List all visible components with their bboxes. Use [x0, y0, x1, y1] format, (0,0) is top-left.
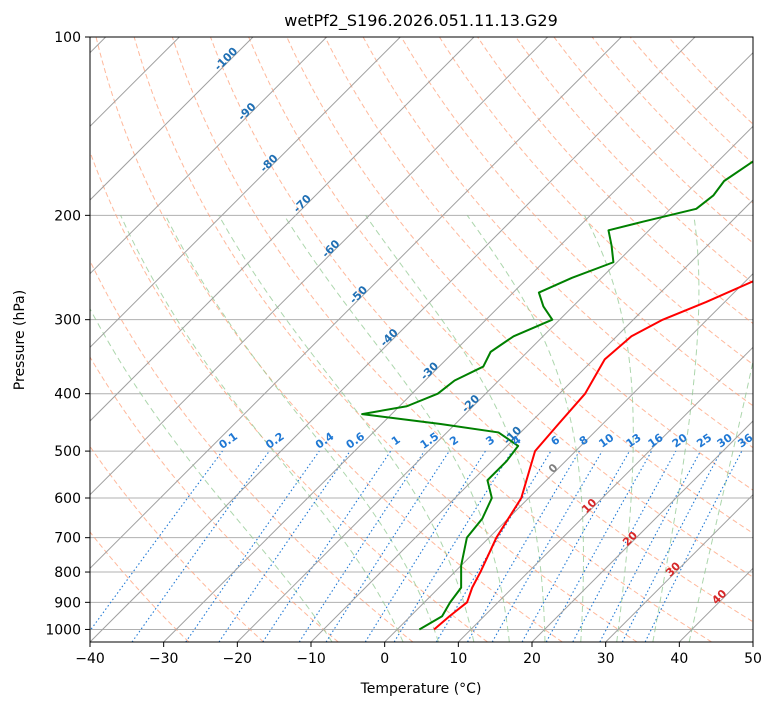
dry-adiabat--10 [90, 356, 339, 642]
x-tick-label--10: −10 [296, 651, 326, 667]
chart-title: wetPf2_S196.2026.051.11.13.G29 [284, 11, 558, 31]
moist-adiabat-10 [218, 215, 475, 642]
y-tick-label-700: 700 [54, 531, 81, 547]
dry-adiabat-60 [248, 37, 753, 578]
dry-adiabat-80 [324, 37, 753, 491]
isotherm--60 [90, 37, 549, 496]
mixing-ratio-line-4 [393, 450, 513, 642]
y-tick-label-600: 600 [54, 491, 81, 507]
y-tick-label-200: 200 [54, 208, 81, 224]
dry-adiabat--30 [90, 531, 190, 642]
y-tick-label-100: 100 [54, 30, 81, 46]
mixing-ratio-lines [90, 450, 743, 642]
isotherm--20 [236, 125, 753, 642]
isotherm-30 [605, 493, 753, 642]
y-axis-ticks: 100 200 300 400 500 600 700 800 900 1000 [45, 30, 90, 638]
dry-adiabat-110 [439, 37, 753, 366]
isotherm-0 [384, 272, 753, 642]
x-tick-label-30: 30 [597, 651, 615, 667]
isotherm--100 [90, 37, 254, 201]
mixing-ratio-line-0.2 [131, 450, 270, 642]
plot-background [90, 37, 753, 642]
isotherm--40 [90, 37, 696, 642]
dry-adiabat-50 [210, 37, 753, 623]
sounding-series [361, 160, 753, 631]
moist-adiabat-15 [283, 215, 510, 642]
skewed-isotherms [90, 37, 753, 642]
y-tick-label-400: 400 [54, 387, 81, 403]
mixing-ratio-line-2 [325, 450, 450, 642]
x-tick-label--20: −20 [223, 651, 253, 667]
dry-adiabat-10 [90, 150, 488, 642]
isotherm--50 [90, 37, 622, 570]
x-tick-label--40: −40 [75, 651, 105, 667]
y-tick-label-300: 300 [54, 313, 81, 329]
mixing-ratio-line-16 [545, 450, 653, 642]
mixing-ratio-line-0.4 [185, 450, 320, 642]
x-tick-label-50: 50 [744, 651, 762, 667]
isotherm--30 [163, 51, 753, 642]
dry-adiabat--20 [90, 445, 264, 642]
isotherm--10 [310, 199, 753, 642]
y-axis-title: Pressure (hPa) [12, 290, 28, 390]
moist-adiabat-25 [466, 215, 584, 642]
mixing-ratio-line-13 [521, 450, 630, 642]
mixing-ratio-line-1.5 [298, 450, 425, 642]
y-tick-label-1000: 1000 [45, 622, 81, 638]
mixing-ratio-line-0.6 [218, 450, 351, 642]
isotherm--70 [90, 37, 475, 422]
x-tick-label-10: 10 [449, 651, 467, 667]
mixing-ratio-line-1 [262, 450, 392, 642]
x-axis-ticks: −40 −30 −20 −10 0 10 20 30 40 50 [75, 642, 762, 667]
moist-adiabat-0 [120, 215, 404, 642]
dry-adiabat-20 [95, 37, 563, 642]
dry-adiabat-130 [515, 37, 753, 284]
dry-adiabat-100 [400, 37, 753, 407]
x-tick-label--30: −30 [149, 651, 179, 667]
isotherm-20 [531, 420, 753, 642]
mixing-ratio-line-20 [572, 450, 677, 642]
dry-adiabat-30 [133, 37, 638, 642]
isotherm--90 [90, 37, 328, 275]
y-tick-label-900: 900 [54, 595, 81, 611]
x-axis-title: Temperature (°C) [360, 681, 482, 697]
moist-adiabat-30 [584, 215, 634, 642]
mixing-ratio-line-0.1 [90, 450, 223, 632]
moist-adiabat--10 [90, 307, 333, 642]
sounding-line-0 [433, 280, 753, 631]
x-tick-label-0: 0 [380, 651, 389, 667]
moist-adiabat-35 [652, 215, 700, 642]
isotherm--80 [90, 37, 401, 349]
x-tick-label-20: 20 [523, 651, 541, 667]
x-tick-label-40: 40 [670, 651, 688, 667]
y-tick-label-500: 500 [54, 444, 81, 460]
y-tick-label-800: 800 [54, 565, 81, 581]
isotherm-10 [457, 346, 753, 642]
moist-adiabat-20 [365, 215, 546, 642]
plot-frame [89, 36, 754, 643]
dry-adiabat-40 [171, 37, 712, 642]
mixing-ratio-line-36 [644, 450, 743, 642]
sounding-line-1 [361, 160, 753, 631]
